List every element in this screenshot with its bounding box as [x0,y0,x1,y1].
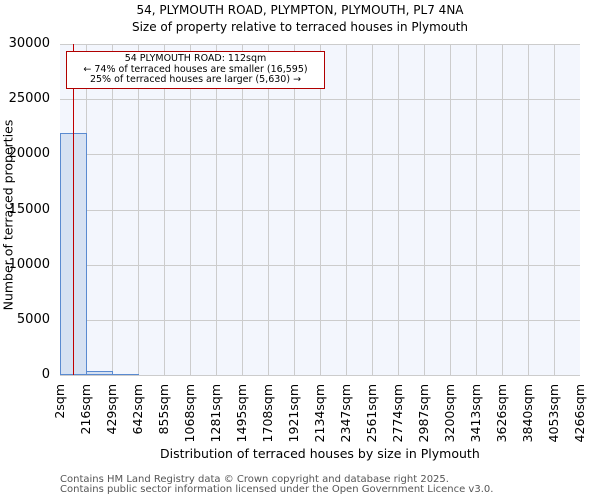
x-tick-label: 4266sqm [572,384,587,443]
chart-title: 54, PLYMOUTH ROAD, PLYMPTON, PLYMOUTH, P… [136,3,464,17]
grid-line-vertical [528,44,529,375]
grid-line-vertical [216,44,217,375]
x-tick-label: 3200sqm [442,384,457,443]
x-tick-label: 2134sqm [312,384,327,443]
footer-attribution-2: Contains public sector information licen… [60,484,494,495]
annotation-line-2: ← 74% of terraced houses are smaller (16… [83,63,308,75]
grid-line-vertical [372,44,373,375]
x-axis-line [60,375,580,376]
y-tick-label: 30000 [8,36,50,51]
annotation-line-1: 54 PLYMOUTH ROAD: 112sqm [124,53,267,64]
y-tick-label: 15000 [8,201,50,217]
x-tick-label: 1068sqm [182,384,197,443]
annotation-line-3: 25% of terraced houses are larger (5,630… [89,74,302,85]
x-tick-label: 3413sqm [468,384,483,443]
x-tick-label: 855sqm [156,384,171,435]
y-tick-label: 10000 [8,256,50,272]
y-tick-label: 20000 [8,146,50,162]
grid-line-vertical [268,44,269,375]
x-tick-label: 2561sqm [364,384,379,443]
histogram-bar [86,371,113,375]
x-tick-label: 2347sqm [338,384,353,443]
grid-line-vertical [112,44,113,375]
x-tick-label: 2774sqm [390,384,405,443]
grid-line-vertical [554,44,555,375]
grid-line-vertical [190,44,191,375]
grid-line-vertical [242,44,243,375]
plot-area [60,44,580,376]
grid-line-vertical [138,44,139,375]
x-axis-label: Distribution of terraced houses by size … [160,446,480,461]
x-tick-label: 1495sqm [234,384,249,443]
grid-line-vertical [398,44,399,375]
y-tick-label: 25000 [8,91,50,107]
grid-line-vertical [502,44,503,375]
x-tick-label: 4053sqm [546,384,561,443]
x-tick-label: 642sqm [130,384,145,435]
grid-line-vertical [294,44,295,375]
grid-line-vertical [450,44,451,375]
x-tick-label: 2sqm [52,384,67,419]
x-tick-label: 1708sqm [260,384,275,443]
x-tick-label: 216sqm [78,384,93,435]
y-axis-label: Number of terraced properties [0,119,16,311]
grid-line-vertical [346,44,347,375]
chart-subtitle: Size of property relative to terraced ho… [131,20,469,34]
grid-line-vertical [164,44,165,375]
grid-line-vertical [476,44,477,375]
x-tick-label: 3626sqm [494,384,509,443]
x-tick-label: 429sqm [104,384,119,435]
grid-line-vertical [424,44,425,375]
property-marker-line [73,44,74,375]
x-tick-label: 1281sqm [208,384,223,443]
x-tick-label: 3840sqm [520,384,535,443]
x-tick-label: 1921sqm [286,384,301,443]
y-tick-label: 0 [41,367,50,382]
x-tick-label: 2987sqm [416,384,431,443]
grid-line-vertical [320,44,321,375]
y-tick-label: 5000 [16,311,50,327]
annotation-box: 54 PLYMOUTH ROAD: 112sqm ← 74% of terrac… [66,51,325,89]
footer-attribution-1: Contains HM Land Registry data © Crown c… [60,474,449,485]
